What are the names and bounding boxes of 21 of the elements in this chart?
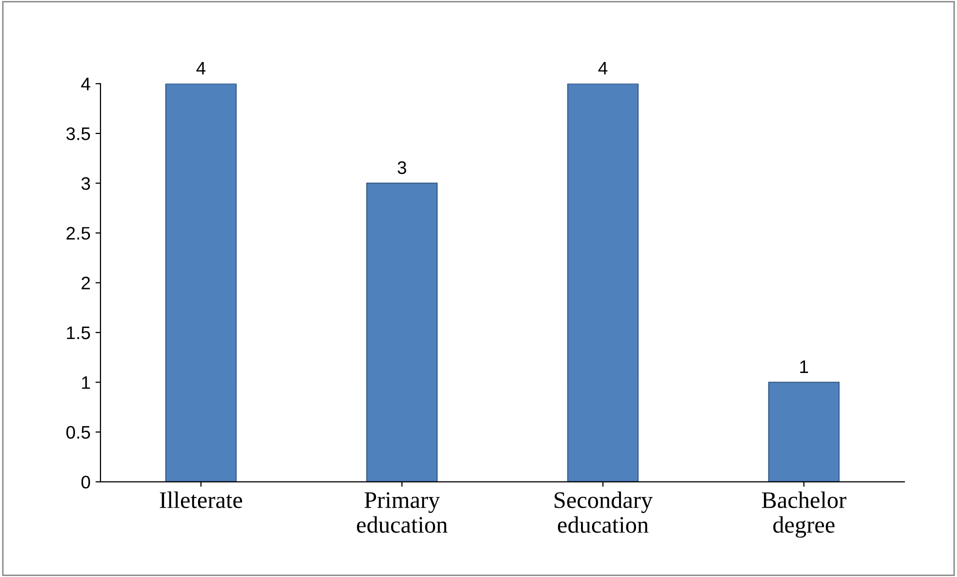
data-label: 3 bbox=[398, 161, 406, 174]
data-label: 4 bbox=[196, 62, 206, 74]
data-label: 1 bbox=[800, 360, 808, 373]
y-tick-label: 1.5 bbox=[67, 326, 90, 340]
y-tick-label: 0.5 bbox=[66, 426, 90, 439]
bar bbox=[768, 382, 840, 482]
x-tick-label: Secondary education bbox=[554, 492, 653, 533]
data-label: 4 bbox=[598, 62, 608, 74]
y-tick-label: 2.5 bbox=[66, 226, 90, 240]
y-tick-label: 3 bbox=[81, 177, 90, 190]
y-tick-label: 4 bbox=[81, 78, 90, 90]
x-tick-label: Illeterate bbox=[160, 492, 242, 508]
bar bbox=[366, 182, 438, 482]
bar bbox=[567, 84, 639, 482]
x-tick-label: Primary education bbox=[356, 492, 448, 533]
y-tick-label: 3.5 bbox=[66, 127, 90, 140]
bar bbox=[165, 84, 237, 482]
y-tick-label: 2 bbox=[82, 276, 90, 290]
y-tick-label: 0 bbox=[81, 476, 90, 489]
x-tick-label: Bachelor degree bbox=[762, 492, 846, 538]
y-tick-label: 1 bbox=[82, 376, 90, 389]
